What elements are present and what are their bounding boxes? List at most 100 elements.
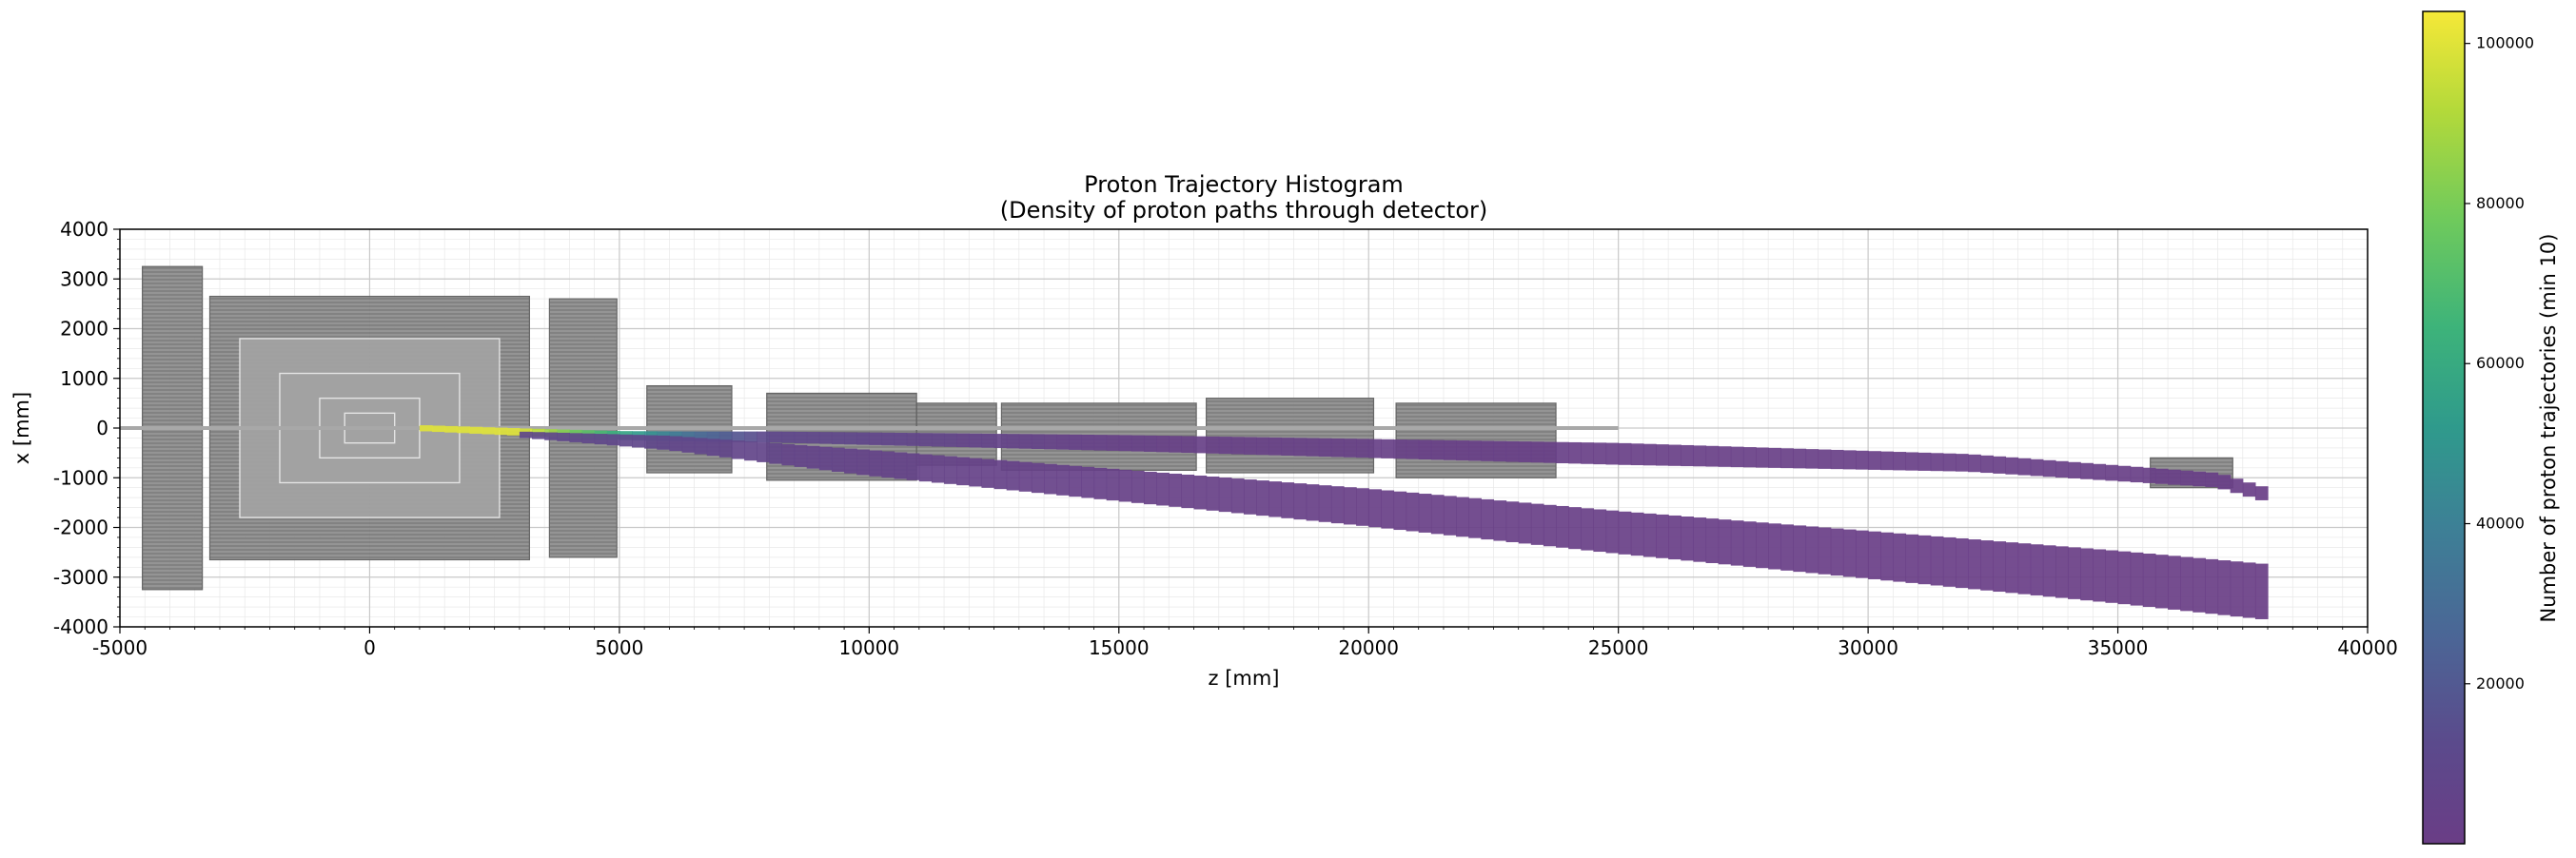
density-bin [2168, 469, 2181, 485]
x-tick-label: 15000 [1089, 636, 1150, 659]
density-bin [1505, 440, 1520, 462]
y-tick-label: -2000 [53, 517, 108, 539]
density-bin [1742, 447, 1757, 468]
density-bin [1018, 434, 1032, 449]
density-bin [1418, 439, 1432, 459]
density-bin [1668, 444, 1681, 466]
density-bin [1181, 436, 1195, 454]
density-bin [806, 432, 820, 444]
density-bin [1718, 519, 1732, 565]
density-bin [1093, 467, 1108, 499]
density-bin [1518, 502, 1532, 544]
density-bin [1593, 442, 1607, 465]
density-bin [757, 431, 770, 443]
x-axis: -5000 0 5000 10000 15000 20000 25000 30000 35000… [92, 627, 2398, 659]
density-bin [1805, 526, 1819, 574]
density-bin [1069, 465, 1083, 497]
density-bin [1306, 484, 1320, 521]
density-bin [1206, 477, 1220, 511]
density-bin [1868, 531, 1881, 579]
density-bin [1306, 438, 1320, 457]
density-bin [969, 433, 983, 448]
density-bin [1144, 471, 1157, 505]
density-bin [2030, 544, 2044, 595]
density-bin [1942, 536, 1957, 587]
density-bin [1742, 521, 1757, 567]
density-bin [1169, 473, 1182, 507]
density-bin [644, 435, 658, 449]
density-bin [1893, 533, 1907, 582]
density-bin [2193, 557, 2207, 613]
density-bin [956, 433, 970, 448]
density-bin [944, 456, 957, 484]
density-bin [856, 449, 870, 476]
density-bin [981, 433, 995, 448]
colorbar-tick-label: 100000 [2476, 34, 2534, 52]
y-tick-label: 1000 [60, 367, 108, 390]
density-bin [2205, 558, 2219, 614]
density-bin [569, 433, 583, 442]
density-bin [1193, 475, 1208, 510]
x-tick-label: 35000 [2088, 636, 2149, 659]
density-bin [881, 432, 895, 446]
density-bin [1756, 447, 1769, 468]
density-bin [1430, 439, 1445, 460]
density-bin [657, 435, 670, 450]
density-bin [1118, 435, 1132, 452]
density-bin [1855, 450, 1869, 470]
density-bin [2168, 556, 2181, 610]
density-bin [1581, 508, 1595, 551]
density-bin [1368, 439, 1382, 458]
density-bin [993, 459, 1008, 490]
density-bin [2193, 471, 2207, 487]
density-bin [1568, 507, 1582, 550]
density-bin [1530, 441, 1544, 463]
density-bin [432, 425, 445, 433]
density-bin [718, 431, 733, 442]
density-bin [856, 432, 870, 445]
density-bin [1031, 434, 1045, 449]
density-bin [1530, 503, 1544, 545]
density-bin [1730, 446, 1744, 468]
density-bin [1681, 444, 1694, 467]
density-bin [1268, 437, 1282, 456]
density-bin [769, 431, 783, 443]
chart-title: Proton Trajectory Histogram [1084, 171, 1404, 198]
density-bin [1181, 474, 1195, 509]
density-bin [731, 440, 745, 459]
density-bin [581, 433, 596, 444]
density-bin [706, 431, 720, 442]
density-bin [1044, 434, 1057, 450]
detector-block [1206, 398, 1375, 474]
density-bin [906, 433, 920, 446]
density-bin [1169, 436, 1182, 453]
density-bin [1256, 437, 1269, 456]
density-bin [1630, 512, 1644, 556]
density-bin [519, 431, 533, 439]
density-bin [1493, 500, 1507, 541]
density-bin [1218, 478, 1232, 513]
density-bin [2154, 468, 2169, 484]
density-bin [918, 433, 933, 447]
density-bin [1006, 434, 1020, 449]
colorbar-ticks: 20000 40000 60000 80000 100000 [2465, 34, 2534, 692]
density-bin [2217, 475, 2232, 490]
density-bin [2254, 486, 2269, 500]
density-bin [1605, 442, 1620, 465]
density-bin [1568, 441, 1582, 464]
density-bin [1131, 470, 1145, 503]
density-bin [956, 457, 970, 486]
density-bin [1206, 436, 1220, 454]
density-bin [844, 432, 857, 445]
density-bin [1018, 461, 1032, 492]
density-bin [731, 431, 745, 442]
density-bin [2042, 459, 2056, 478]
density-bin [894, 432, 908, 446]
y-tick-label: -4000 [53, 615, 108, 638]
density-bin [2068, 547, 2081, 599]
density-bin [2142, 467, 2156, 483]
density-bin [869, 450, 883, 477]
density-bin [757, 442, 770, 462]
density-bin [2005, 542, 2019, 594]
density-bin [1930, 536, 1944, 586]
